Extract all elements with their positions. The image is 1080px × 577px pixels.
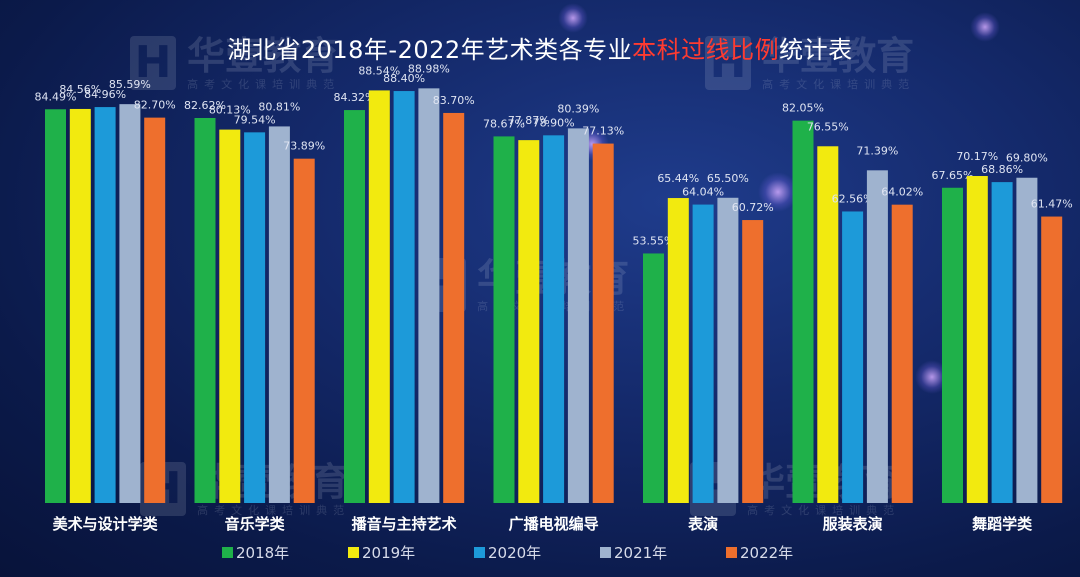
data-label: 53.55%: [633, 234, 675, 247]
legend-item: 2018年: [222, 542, 289, 563]
bar-5-2019年: [667, 198, 689, 503]
category-label: 舞蹈学类: [972, 515, 1033, 533]
bar-6-2018年: [792, 120, 814, 503]
data-label: 84.96%: [84, 88, 126, 101]
bar-3-2022年: [443, 112, 465, 503]
chart-legend: 2018年 2019年 2020年 2021年 2022年: [0, 540, 1080, 566]
bar-4-2020年: [543, 135, 565, 504]
category-label: 广播电视编导: [509, 515, 599, 533]
category-label: 美术与设计学类: [53, 515, 159, 533]
legend-item: 2020年: [474, 542, 541, 563]
data-label: 88.98%: [408, 62, 450, 75]
data-label: 65.50%: [707, 172, 749, 185]
legend-swatch: [600, 547, 611, 558]
category-label: 播音与主持艺术: [352, 515, 457, 533]
category-label: 音乐学类: [225, 515, 286, 533]
data-label: 84.32%: [334, 91, 376, 104]
bar-4-2019年: [518, 140, 540, 503]
legend-item: 2022年: [726, 542, 793, 563]
data-label: 70.17%: [956, 150, 998, 163]
data-label: 61.47%: [1031, 198, 1073, 211]
legend-swatch: [222, 547, 233, 558]
bar-3-2019年: [368, 90, 390, 504]
legend-swatch: [474, 547, 485, 558]
data-label: 65.44%: [657, 172, 699, 185]
data-label: 78.90%: [533, 116, 575, 129]
bar-1-2018年: [45, 109, 66, 503]
legend-swatch: [726, 547, 737, 558]
data-label: 77.13%: [582, 125, 624, 138]
legend-label: 2021年: [614, 544, 668, 562]
bar-3-2020年: [393, 91, 415, 503]
legend-label: 2020年: [488, 544, 542, 562]
data-label: 82.05%: [782, 102, 824, 115]
bar-5-2022年: [742, 220, 764, 503]
bar-7-2020年: [991, 182, 1013, 503]
bar-6-2022年: [891, 204, 913, 503]
bar-6-2020年: [842, 211, 864, 503]
data-label: 62.56%: [832, 192, 874, 205]
data-label: 71.39%: [856, 144, 898, 157]
data-label: 88.40%: [383, 72, 425, 85]
data-label: 67.65%: [932, 169, 974, 182]
bar-7-2021年: [1016, 177, 1038, 503]
chart-title-suffix: 统计表: [779, 36, 853, 64]
legend-item: 2019年: [348, 542, 415, 563]
data-label: 80.81%: [258, 100, 300, 113]
data-label: 77.87%: [508, 114, 550, 127]
bar-6-2021年: [866, 170, 888, 503]
data-label: 79.54%: [234, 113, 276, 126]
bar-3-2018年: [344, 110, 365, 504]
legend-label: 2018年: [236, 544, 290, 562]
data-label: 84.56%: [59, 83, 101, 96]
data-label: 83.70%: [433, 94, 475, 107]
bar-7-2018年: [942, 187, 963, 503]
data-label: 80.13%: [209, 104, 251, 117]
legend-item: 2021年: [600, 542, 667, 563]
bar-2-2018年: [194, 117, 216, 504]
data-label: 78.67%: [483, 117, 525, 130]
bar-1-2022年: [144, 117, 166, 504]
data-label: 88.54%: [358, 64, 400, 77]
bar-4-2022年: [592, 143, 614, 503]
bar-6-2019年: [817, 146, 839, 504]
bar-5-2021年: [717, 197, 739, 503]
bar-4-2018年: [493, 136, 515, 503]
data-label: 69.80%: [1006, 152, 1048, 165]
chart-title-prefix: 湖北省2018年-2022年艺术类各专业: [227, 36, 633, 64]
bar-2-2019年: [219, 129, 241, 504]
bar-7-2019年: [966, 176, 988, 503]
chart-title: 湖北省2018年-2022年艺术类各专业本科过线比例统计表: [0, 30, 1080, 65]
bar-7-2022年: [1041, 216, 1063, 503]
bar-2-2020年: [244, 132, 266, 503]
legend-swatch: [348, 547, 359, 558]
data-label: 64.04%: [682, 186, 724, 199]
bar-1-2019年: [69, 108, 91, 503]
bar-1-2020年: [94, 107, 116, 504]
bar-4-2021年: [567, 128, 589, 503]
bar-5-2020年: [692, 204, 714, 503]
legend-label: 2022年: [740, 544, 794, 562]
data-label: 82.70%: [134, 99, 176, 112]
data-label: 82.62%: [184, 99, 226, 112]
data-label: 80.39%: [557, 102, 599, 115]
bar-5-2018年: [643, 253, 664, 503]
data-label: 64.02%: [881, 186, 923, 199]
data-label: 68.86%: [981, 163, 1023, 176]
bar-2-2022年: [293, 158, 315, 503]
data-label: 60.72%: [732, 201, 774, 214]
bar-3-2021年: [418, 88, 440, 503]
data-label: 84.49%: [35, 90, 77, 103]
bar-2-2021年: [268, 126, 290, 503]
data-label: 85.59%: [109, 78, 151, 91]
category-label: 服装表演: [823, 515, 883, 533]
data-label: 76.55%: [807, 120, 849, 133]
bar-1-2021年: [119, 104, 141, 503]
chart-title-highlight: 本科过线比例: [632, 36, 780, 64]
category-label: 表演: [688, 515, 718, 533]
data-label: 73.89%: [283, 140, 325, 153]
legend-label: 2019年: [362, 544, 416, 562]
